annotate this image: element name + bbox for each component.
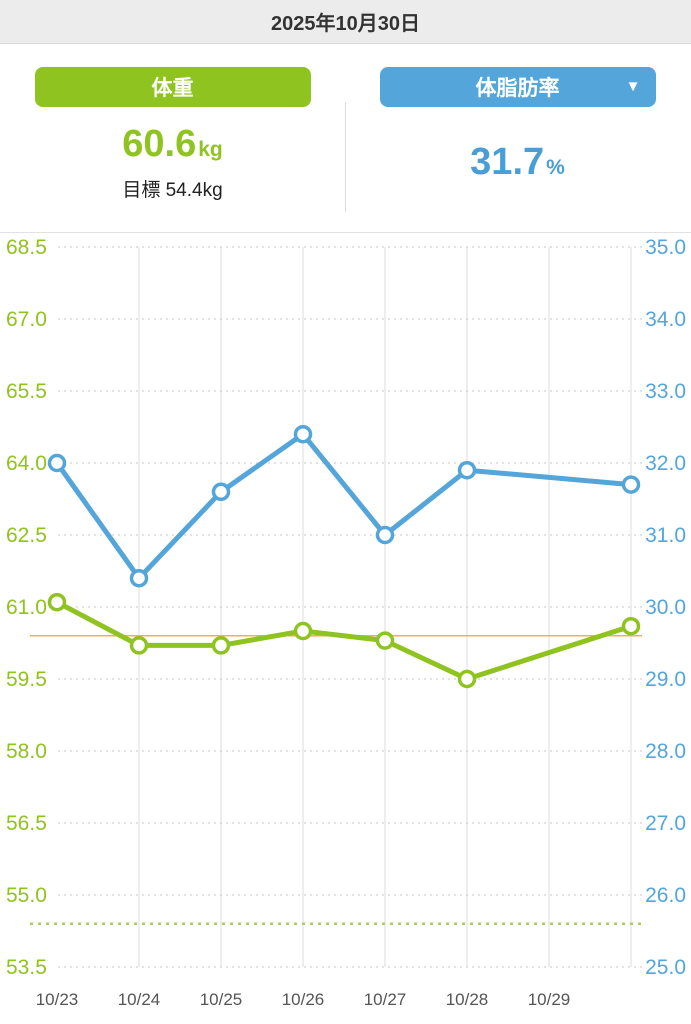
weight-value-unit: kg xyxy=(198,138,223,161)
date-title: 2025年10月30日 xyxy=(271,13,420,35)
weight-goal-label: 目標 54.4kg xyxy=(122,180,223,201)
panel-divider xyxy=(345,102,346,212)
bodyfat-tab-label: 体脂肪率 xyxy=(475,77,560,100)
left-axis-tick: 64.0 xyxy=(6,452,47,475)
body_fat-data-point[interactable] xyxy=(211,482,231,502)
x-axis-tick: 10/27 xyxy=(364,990,407,1009)
body_fat-data-point[interactable] xyxy=(621,475,641,494)
right-axis-tick: 26.0 xyxy=(645,884,686,907)
x-axis-tick: 10/28 xyxy=(446,990,489,1009)
right-axis-tick: 25.0 xyxy=(645,956,686,979)
right-axis-tick: 27.0 xyxy=(645,812,686,835)
weight-data-point[interactable] xyxy=(375,631,395,650)
weight-data-point[interactable] xyxy=(129,636,149,655)
weight-data-point[interactable] xyxy=(457,669,477,689)
weight-bodyfat-chart: 68.5 35.0 67.0 34.0 65.5 33.0 64.0 32.0 62.5 31.0… xyxy=(6,236,686,1009)
left-axis-tick: 53.5 xyxy=(6,956,47,979)
body_fat-data-point[interactable] xyxy=(375,525,395,545)
weight-value-number: 60.6 xyxy=(122,123,197,165)
weight-tab-button[interactable]: 体重 xyxy=(34,67,311,107)
weight-data-point[interactable] xyxy=(621,616,641,636)
left-axis-tick: 58.0 xyxy=(6,740,47,763)
left-axis-tick: 59.5 xyxy=(6,668,47,691)
metrics-panel: 体重 60.6kg 目標 54.4kg 体脂肪率 ▼ 31.7% xyxy=(0,44,691,233)
x-axis-tick: 10/26 xyxy=(282,990,325,1009)
right-axis-tick: 35.0 xyxy=(645,236,686,259)
right-axis-tick: 32.0 xyxy=(645,452,686,475)
weight-tab-label: 体重 xyxy=(151,77,194,100)
body_fat-series-line xyxy=(54,431,634,581)
left-axis-tick: 62.5 xyxy=(6,524,47,547)
left-axis-tick: 68.5 xyxy=(6,236,47,259)
left-axis-tick: 65.5 xyxy=(6,380,47,403)
x-axis-tick: 10/29 xyxy=(528,990,571,1009)
right-axis-tick: 31.0 xyxy=(645,524,686,547)
left-axis-tick: 61.0 xyxy=(6,596,47,619)
chevron-down-icon: ▼ xyxy=(625,78,641,96)
left-axis-tick: 56.5 xyxy=(6,812,47,835)
bodyfat-current-value: 31.7% xyxy=(470,143,565,181)
right-axis-tick: 30.0 xyxy=(645,596,686,619)
date-header: 2025年10月30日 xyxy=(0,0,691,44)
weight-panel: 体重 60.6kg 目標 54.4kg xyxy=(0,44,345,232)
x-axis-tick: 10/23 xyxy=(36,990,79,1009)
x-axis-tick: 10/24 xyxy=(118,990,161,1009)
body_fat-data-point[interactable] xyxy=(129,568,149,588)
right-axis-tick: 33.0 xyxy=(645,380,686,403)
bodyfat-value-unit: % xyxy=(546,156,565,179)
weight-current-value: 60.6kg xyxy=(122,125,222,163)
weight-data-point[interactable] xyxy=(293,621,313,641)
left-axis-tick: 67.0 xyxy=(6,308,47,331)
right-axis-tick: 34.0 xyxy=(645,308,686,331)
weight-data-point[interactable] xyxy=(211,636,231,655)
chart-section: 68.5 35.0 67.0 34.0 65.5 33.0 64.0 32.0 62.5 31.0… xyxy=(0,233,691,1024)
body_fat-data-point[interactable] xyxy=(457,460,477,480)
right-axis-tick: 29.0 xyxy=(645,668,686,691)
bodyfat-panel: 体脂肪率 ▼ 31.7% xyxy=(345,44,690,232)
bodyfat-value-number: 31.7 xyxy=(470,141,545,183)
body_fat-data-point[interactable] xyxy=(293,424,313,444)
left-axis-tick: 55.0 xyxy=(6,884,47,907)
body_fat-data-point[interactable] xyxy=(47,453,67,473)
right-axis-tick: 28.0 xyxy=(645,740,686,763)
bodyfat-dropdown-button[interactable]: 体脂肪率 ▼ xyxy=(379,67,656,107)
weight-data-point[interactable] xyxy=(47,592,67,612)
x-axis-tick: 10/25 xyxy=(200,990,243,1009)
